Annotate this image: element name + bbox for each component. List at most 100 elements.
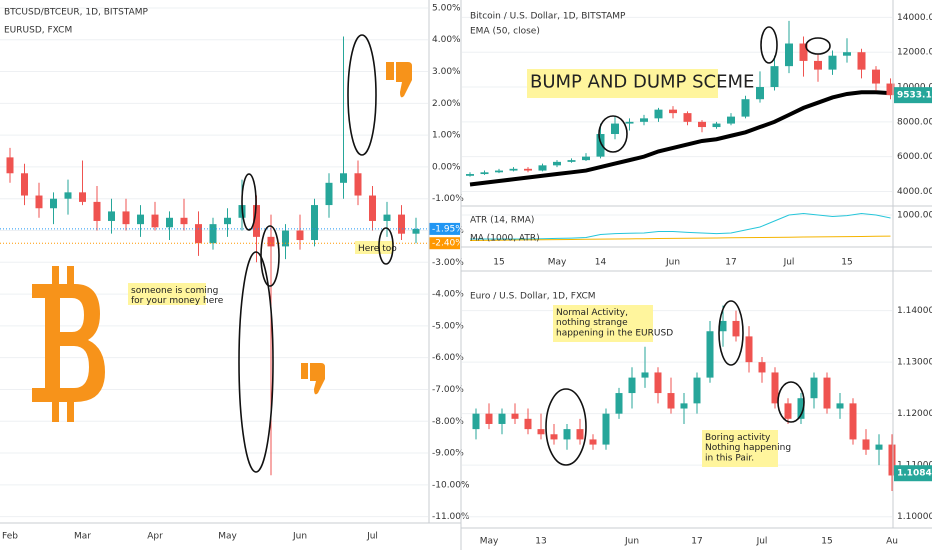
candle-body — [354, 173, 362, 196]
candle-body — [509, 168, 518, 171]
candle-body — [693, 377, 701, 404]
candle-body — [823, 377, 831, 409]
y-tick-label: 1.14000 — [897, 306, 932, 316]
y-tick-label: 5.00% — [432, 3, 461, 13]
y-tick-label: 4.00% — [432, 35, 461, 45]
annotation-text: nothing strange — [556, 318, 628, 328]
y-tick-label: 14000.00 — [897, 13, 932, 23]
candle-body — [680, 403, 688, 409]
candle-body — [209, 224, 217, 244]
price-label-box — [429, 222, 460, 235]
circle — [760, 26, 778, 64]
chart-title: Euro / U.S. Dollar, 1D, FXCM — [470, 292, 596, 302]
thumbs-down-icon — [386, 62, 412, 98]
annotation-text: happening in the EURUSD — [556, 329, 673, 339]
candle-body — [875, 444, 883, 450]
price-label: -2.40% — [432, 239, 464, 249]
price-label-box — [894, 465, 932, 482]
candle-body — [524, 168, 532, 171]
candle-body — [602, 413, 610, 445]
candle-body — [253, 205, 260, 237]
candle-body — [166, 217, 173, 228]
y-tick-label: -8.00% — [432, 417, 464, 427]
candle-body — [799, 43, 808, 61]
candle-body — [282, 230, 289, 247]
candle-body — [862, 439, 870, 450]
candle-body — [640, 118, 648, 122]
circle — [777, 381, 805, 423]
bitcoin-logo — [32, 266, 105, 422]
price-label-box — [894, 87, 932, 104]
y-tick-label: -4.00% — [432, 290, 464, 300]
candle-body — [64, 192, 72, 199]
x-tick-label: Jun — [665, 258, 680, 268]
candle-body — [151, 214, 159, 228]
price-label: -1.95% — [432, 224, 464, 234]
candle-body — [654, 109, 663, 119]
x-tick-label: Jun — [292, 532, 307, 542]
annotation-text: Boring activity — [705, 433, 771, 443]
x-tick-label: May — [480, 537, 499, 547]
annotation-text: Nothing happening — [705, 443, 791, 453]
candle-body — [195, 224, 202, 244]
candle-body — [537, 429, 545, 435]
candle-body — [771, 372, 779, 404]
y-tick-label: 8000.00 — [897, 117, 932, 127]
annotation-text: someone is coming — [131, 286, 218, 296]
y-tick-label: 1.12000 — [897, 409, 932, 419]
price-label: 1.10844 — [897, 469, 932, 479]
x-tick-label: Mar — [74, 532, 91, 542]
y-tick-label: -9.00% — [432, 449, 464, 459]
candle-body — [563, 429, 571, 440]
candle-body — [785, 43, 793, 67]
annotation-box — [553, 305, 653, 342]
circle — [238, 251, 274, 473]
candle-body — [485, 413, 493, 424]
y-tick-label: -5.00% — [432, 321, 464, 331]
candle-body — [567, 160, 576, 162]
candle-body — [398, 214, 405, 234]
candle-body — [412, 228, 420, 234]
thumbs-down-icon — [301, 363, 325, 395]
x-tick-label: Jun — [624, 537, 639, 547]
candle-body — [137, 214, 144, 225]
x-tick-label: Feb — [2, 532, 18, 542]
annotation-box — [355, 241, 393, 254]
candle-body — [758, 362, 766, 373]
hand-drawn-circles — [238, 26, 831, 473]
candle-body — [756, 87, 764, 100]
annotation-box — [128, 283, 206, 305]
y-tick-label: -6.00% — [432, 353, 464, 363]
circle — [598, 115, 628, 153]
candle-body — [267, 236, 275, 247]
x-tick-label: 14 — [595, 258, 607, 268]
candle-body — [625, 121, 634, 124]
candle-body — [582, 156, 590, 161]
candle-body — [35, 195, 43, 209]
circle — [805, 37, 831, 55]
candle-body — [498, 413, 506, 424]
x-tick-label: 15 — [493, 258, 504, 268]
circle — [718, 300, 744, 366]
candle-body — [706, 331, 714, 378]
y-tick-label: -10.00% — [432, 480, 470, 490]
candle-body — [596, 134, 605, 157]
chart-title: BTCUSD/BTCEUR, 1D, BITSTAMP — [4, 8, 149, 18]
candle-body — [466, 174, 474, 176]
candle-body — [224, 217, 231, 225]
candle-body — [828, 55, 837, 70]
candle-body — [712, 123, 721, 128]
y-tick-label: 1000.00 — [897, 211, 932, 221]
candle-body — [576, 429, 584, 440]
x-tick-label: Au — [886, 537, 898, 547]
y-tick-label: -7.00% — [432, 385, 464, 395]
y-tick-label: 6000.00 — [897, 152, 932, 162]
x-tick-label: 13 — [535, 537, 546, 547]
ema-line — [469, 90, 891, 187]
circle — [241, 173, 257, 231]
candle-body — [108, 211, 115, 221]
candle-body — [641, 372, 649, 378]
x-tick-label: Jul — [366, 532, 378, 542]
annotation-text: for your money here — [131, 296, 224, 306]
